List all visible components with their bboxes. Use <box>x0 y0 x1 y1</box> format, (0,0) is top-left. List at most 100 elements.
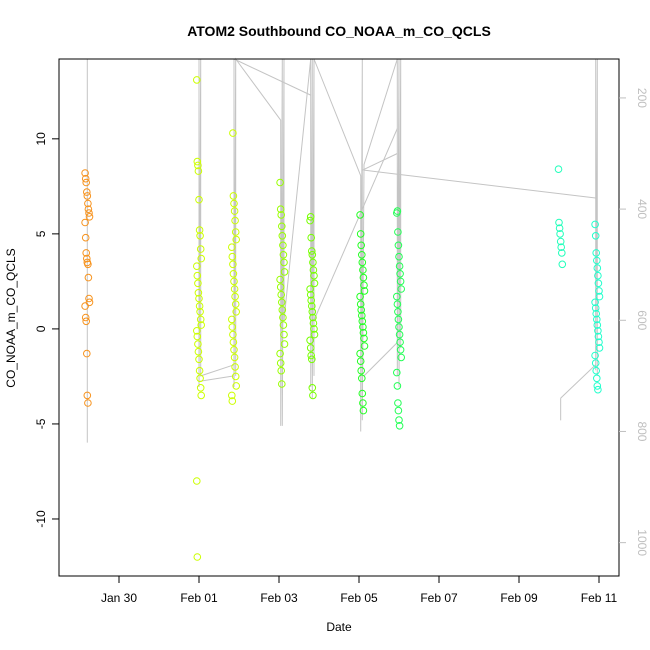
data-point <box>356 211 364 219</box>
data-point <box>193 553 202 561</box>
data-point <box>591 298 599 307</box>
data-point <box>81 313 90 322</box>
y2-tick-label: 800 <box>635 421 649 441</box>
x-tick-label: Jan 30 <box>101 591 137 605</box>
y-tick-label: 5 <box>34 230 48 237</box>
data-point <box>393 292 401 301</box>
altitude-profile-segment <box>560 364 597 399</box>
data-point <box>228 323 237 331</box>
data-point <box>556 230 564 238</box>
data-point <box>231 363 239 371</box>
data-point <box>228 397 237 405</box>
data-point <box>359 328 368 337</box>
data-point <box>308 355 316 364</box>
data-point <box>195 355 203 364</box>
data-point <box>195 195 203 204</box>
data-point <box>358 374 366 383</box>
data-point <box>395 416 403 424</box>
data-point <box>279 251 288 259</box>
data-point <box>395 330 404 339</box>
data-point <box>310 279 319 288</box>
data-point <box>396 346 405 354</box>
data-point <box>81 218 89 227</box>
data-point <box>593 264 602 272</box>
data-point <box>196 315 205 324</box>
data-point <box>595 338 603 347</box>
data-point <box>308 384 317 392</box>
y-tick-label: 10 <box>34 132 48 146</box>
data-point <box>229 260 237 269</box>
altitude-profile-segment <box>363 169 596 199</box>
altitude-profile-segment <box>233 58 311 96</box>
y-axis: -10 -5 0 5 10 <box>34 132 59 528</box>
data-point <box>231 228 240 236</box>
data-point <box>359 273 368 282</box>
y2-tick-label: 1000 <box>635 529 649 556</box>
data-point <box>356 357 365 366</box>
data-point <box>393 368 401 377</box>
data-point <box>196 374 204 383</box>
data-point <box>193 157 202 166</box>
data-point <box>591 359 600 367</box>
y-tick-label: 0 <box>34 325 48 332</box>
data-point <box>360 281 368 290</box>
data-point <box>230 346 238 354</box>
data-point <box>278 222 286 231</box>
altitude-profile-segment <box>198 375 235 382</box>
data-point <box>395 252 403 261</box>
data-point <box>230 199 238 208</box>
data-point <box>307 296 316 305</box>
data-point <box>310 325 318 333</box>
data-point <box>195 366 204 375</box>
data-point <box>81 302 89 310</box>
data-point <box>197 321 205 329</box>
data-point <box>84 199 92 208</box>
data-point <box>594 327 602 335</box>
secondary-y-axis: 200 400 600 800 1000 <box>619 88 649 556</box>
data-point <box>594 271 602 280</box>
y-tick-label: -10 <box>34 510 48 528</box>
data-point <box>195 294 203 303</box>
data-point <box>360 334 368 343</box>
data-point <box>193 262 201 271</box>
data-point <box>84 273 93 282</box>
data-point <box>306 285 314 293</box>
data-point <box>395 262 404 271</box>
data-point <box>360 342 369 350</box>
data-point <box>193 76 201 84</box>
data-point <box>595 287 603 295</box>
data-point <box>359 266 367 274</box>
data-point <box>357 366 366 375</box>
data-point <box>194 289 203 297</box>
data-point <box>229 270 238 278</box>
data-point <box>358 311 366 320</box>
data-point <box>396 270 404 278</box>
data-point <box>276 178 284 187</box>
data-point <box>557 243 566 251</box>
data-point <box>395 323 403 331</box>
data-point <box>357 241 366 250</box>
data-point <box>593 321 602 329</box>
data-point <box>395 422 404 430</box>
data-point <box>84 399 92 407</box>
data-point <box>85 298 94 307</box>
data-point <box>308 302 316 310</box>
data-point <box>83 192 92 200</box>
altitude-profile-segment <box>313 128 398 321</box>
data-point <box>394 308 402 316</box>
data-point <box>278 232 287 240</box>
data-point <box>360 287 369 295</box>
data-point <box>82 178 90 187</box>
data-point <box>194 167 203 175</box>
data-point <box>359 399 367 407</box>
data-point <box>195 302 204 310</box>
data-point <box>394 406 403 415</box>
data-point <box>231 300 240 309</box>
data-point <box>278 306 287 314</box>
data-point <box>276 283 285 291</box>
data-point <box>356 300 365 309</box>
data-point <box>593 374 601 383</box>
data-point <box>358 317 367 326</box>
data-point <box>594 332 603 341</box>
